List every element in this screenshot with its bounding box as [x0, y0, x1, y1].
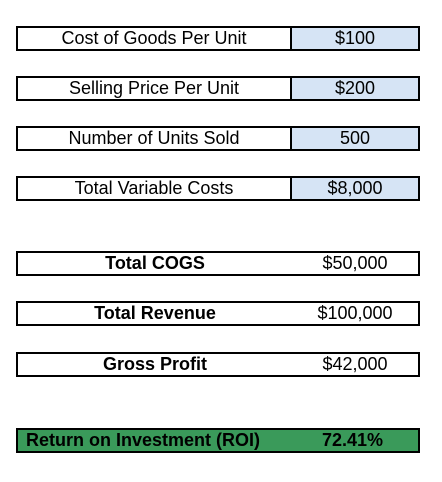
total-cogs-value: $50,000	[322, 253, 388, 273]
total-cogs-row: Total COGS $50,000	[16, 251, 420, 276]
variable-costs-input[interactable]: $8,000	[292, 178, 418, 199]
gross-profit-row: Gross Profit $42,000	[16, 352, 420, 377]
roi-value: 72.41%	[322, 430, 384, 450]
total-cogs-label: Total COGS	[105, 253, 205, 273]
total-revenue-value: $100,000	[317, 303, 393, 323]
units-sold-row: Number of Units Sold 500	[16, 126, 420, 151]
roi-label: Return on Investment (ROI)	[26, 430, 261, 450]
selling-price-label: Selling Price Per Unit	[18, 78, 292, 99]
variable-costs-label: Total Variable Costs	[18, 178, 292, 199]
cost-per-unit-input[interactable]: $100	[292, 28, 418, 49]
selling-price-input[interactable]: $200	[292, 78, 418, 99]
roi-row: Return on Investment (ROI) 72.41%	[16, 428, 420, 453]
variable-costs-row: Total Variable Costs $8,000	[16, 176, 420, 201]
total-revenue-row: Total Revenue $100,000	[16, 301, 420, 326]
cost-per-unit-label: Cost of Goods Per Unit	[18, 28, 292, 49]
gross-profit-value: $42,000	[322, 354, 388, 374]
units-sold-input[interactable]: 500	[292, 128, 418, 149]
selling-price-row: Selling Price Per Unit $200	[16, 76, 420, 101]
units-sold-label: Number of Units Sold	[18, 128, 292, 149]
cost-per-unit-row: Cost of Goods Per Unit $100	[16, 26, 420, 51]
gross-profit-label: Gross Profit	[102, 354, 208, 374]
total-revenue-label: Total Revenue	[94, 303, 216, 323]
